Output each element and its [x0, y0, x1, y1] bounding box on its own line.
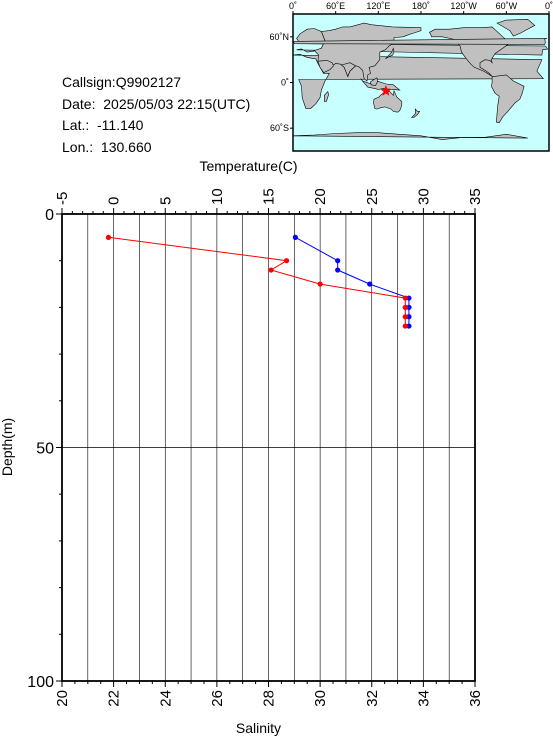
- temperature-point: [406, 314, 412, 320]
- left-tick-label: 50: [36, 441, 54, 458]
- bottom-tick-label: 24: [157, 690, 174, 707]
- map-lon-label: 0˚: [289, 1, 297, 11]
- temperature-point: [292, 234, 298, 240]
- left-tick-label: 0: [45, 207, 54, 224]
- landmass: [317, 60, 334, 73]
- salinity-point: [402, 304, 408, 310]
- map-lat-label: 60˚N: [269, 32, 289, 42]
- map-lon-label: 60˚W: [496, 1, 518, 11]
- temperature-point: [335, 267, 341, 273]
- bottom-tick-label: 34: [415, 690, 432, 707]
- top-tick-label: 0: [106, 197, 123, 205]
- landmass: [323, 90, 329, 102]
- temperature-point: [335, 258, 341, 264]
- top-tick-label: 10: [209, 188, 226, 205]
- longitude-text: Lon.: 130.660: [62, 138, 152, 155]
- landmass: [292, 132, 528, 151]
- date-text: Date: 2025/05/03 22:15(UTC): [62, 95, 251, 112]
- bottom-tick-label: 22: [106, 690, 123, 707]
- bottom-tick-label: 36: [467, 690, 484, 707]
- callsign-text: Callsign:Q9902127: [62, 74, 182, 90]
- left-tick-label: 100: [27, 674, 54, 691]
- landmass: [340, 62, 357, 78]
- top-tick-label: -5: [54, 192, 71, 205]
- salinity-point: [402, 314, 408, 320]
- top-tick-label: 25: [364, 188, 381, 205]
- bottom-axis-title: Salinity: [236, 720, 281, 736]
- landmass: [496, 18, 536, 37]
- bottom-tick-label: 28: [261, 690, 278, 707]
- map-lat-label: 0˚: [281, 78, 289, 88]
- map-lon-label: 120˚E: [366, 1, 390, 11]
- map-lon-label: 0˚: [545, 1, 553, 11]
- map-lon-label: 180˚: [412, 1, 430, 11]
- bottom-tick-label: 30: [312, 690, 329, 707]
- latitude-text: Lat.: -11.140: [62, 117, 144, 133]
- salinity-point: [317, 281, 323, 287]
- map-lon-label: 120˚W: [450, 1, 477, 11]
- map-lat-label: 60˚S: [270, 123, 289, 133]
- landmass: [370, 77, 378, 86]
- temperature-point: [406, 295, 412, 301]
- salinity-point: [283, 258, 290, 264]
- salinity-point: [105, 234, 112, 240]
- map-lon-label: 60˚E: [326, 1, 345, 11]
- top-tick-label: 35: [467, 188, 484, 205]
- salinity-point: [402, 295, 408, 301]
- top-tick-label: 5: [157, 197, 174, 205]
- top-tick-label: 30: [415, 188, 432, 205]
- world-map: 0˚ 60˚E 120˚E 180˚ 120˚W 60˚W 0˚ 60˚N 0˚ 60˚S: [269, 1, 553, 152]
- top-tick-label: 15: [261, 188, 278, 205]
- landmass: [491, 74, 525, 124]
- landmass: [411, 108, 421, 118]
- left-axis-title: Depth(m): [0, 418, 15, 476]
- bottom-tick-label: 20: [54, 690, 71, 707]
- temperature-point: [406, 323, 412, 329]
- temperature-point: [367, 281, 373, 287]
- top-tick-label: 20: [312, 188, 329, 205]
- salinity-point: [268, 267, 274, 273]
- top-axis-title: Temperature(C): [199, 158, 297, 174]
- temperature-point: [406, 304, 412, 310]
- landmass: [385, 47, 395, 60]
- bottom-tick-label: 32: [364, 690, 381, 707]
- bottom-tick-label: 26: [209, 690, 226, 707]
- station-marker: [380, 85, 392, 96]
- station-info: Callsign:Q9902127 Date: 2025/05/03 22:15…: [62, 72, 250, 158]
- landmass: [292, 38, 547, 45]
- salinity-line: [108, 236, 406, 327]
- salinity-point: [402, 323, 408, 329]
